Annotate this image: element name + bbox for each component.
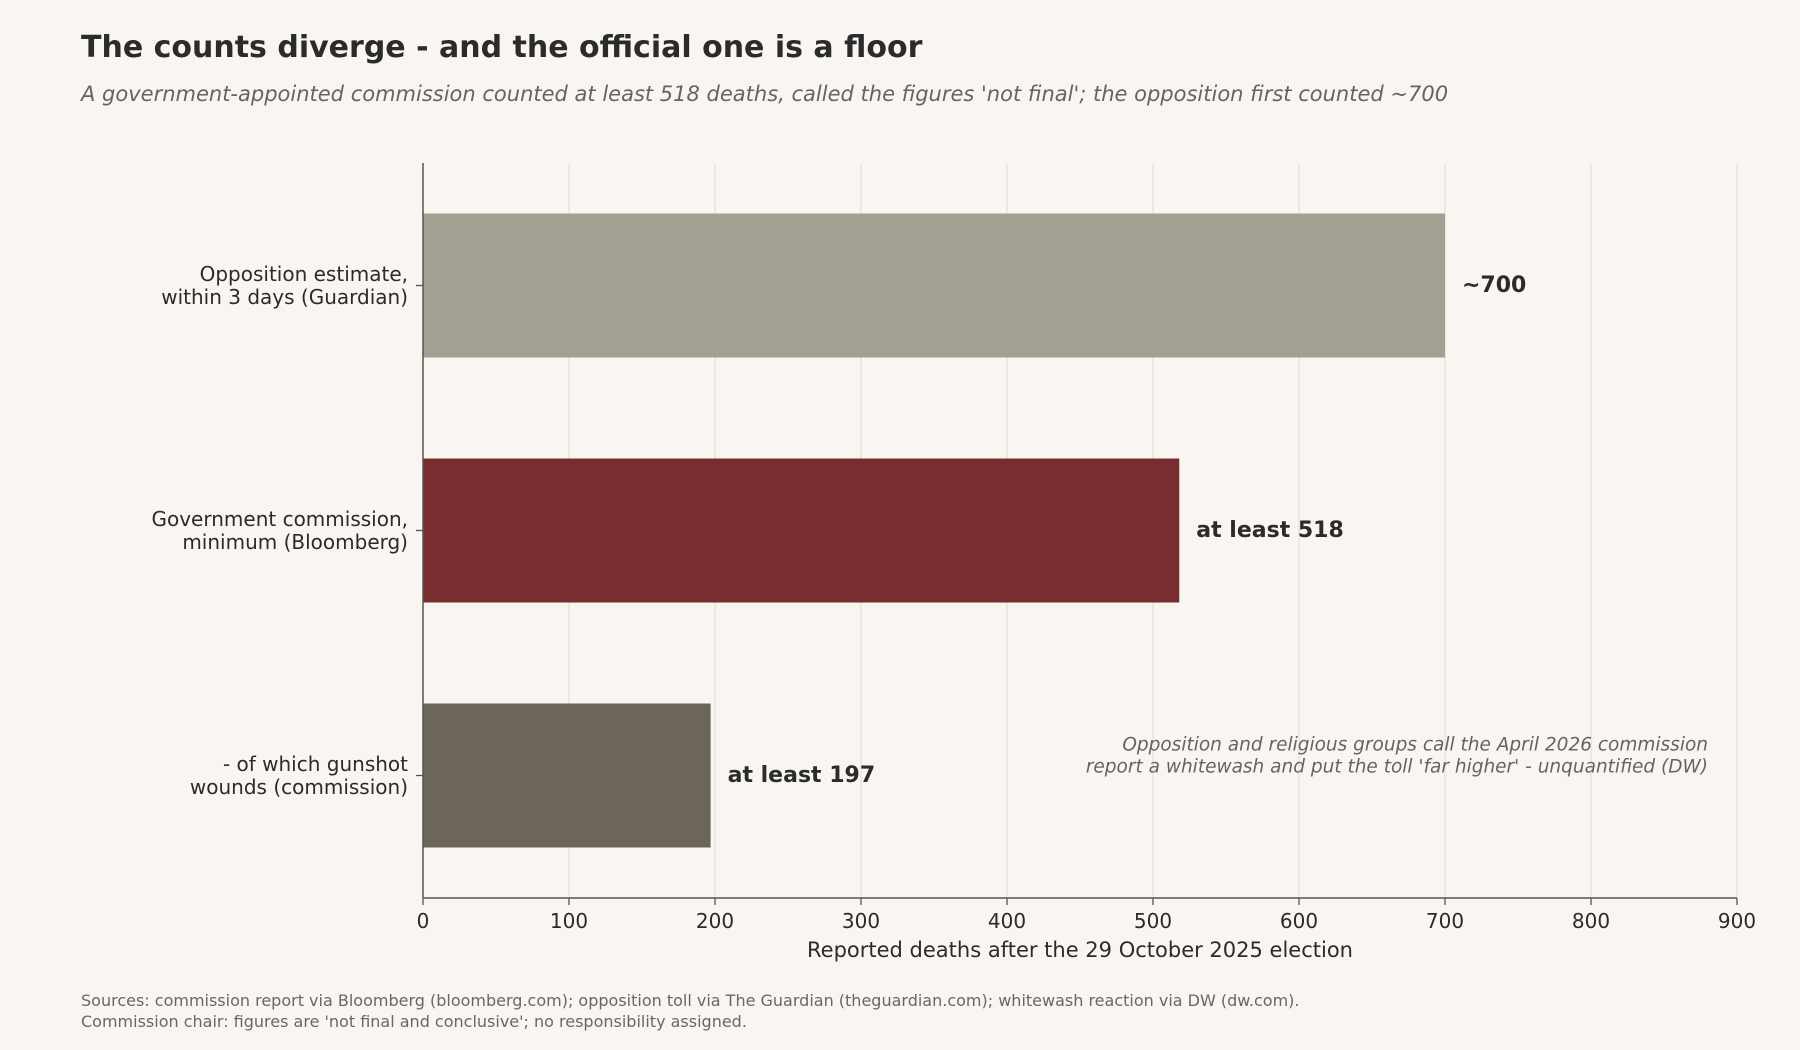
x-axis-title: Reported deaths after the 29 October 202… xyxy=(807,938,1353,962)
labels: ~700 Opposition estimate,within 3 days (G… xyxy=(151,262,1756,962)
axes xyxy=(416,163,1738,905)
category-label: minimum (Bloomberg) xyxy=(182,530,408,554)
bar-value-label: at least 518 xyxy=(1196,518,1344,543)
x-tick-label: 0 xyxy=(417,909,430,933)
category-label: Opposition estimate, xyxy=(200,262,408,286)
x-tick-label: 900 xyxy=(1718,909,1756,933)
bar xyxy=(423,213,1445,358)
sources-note: Sources: commission report via Bloomberg… xyxy=(81,990,1300,1032)
x-tick-label: 100 xyxy=(550,909,588,933)
chart-title: The counts diverge - and the official on… xyxy=(81,30,923,65)
annotation-line: Opposition and religious groups call the… xyxy=(1122,735,1708,756)
bar-value-label: ~700 xyxy=(1462,273,1526,298)
category-label: within 3 days (Guardian) xyxy=(161,285,408,309)
x-tick-label: 400 xyxy=(988,909,1026,933)
x-tick-label: 300 xyxy=(842,909,880,933)
bar-value-label: at least 197 xyxy=(728,763,876,788)
category-label: Government commission, xyxy=(151,507,408,531)
bars xyxy=(423,213,1445,848)
bar xyxy=(423,458,1180,603)
category-label: wounds (commission) xyxy=(190,775,408,799)
category-label: - of which gunshot xyxy=(223,752,408,776)
x-tick-label: 600 xyxy=(1280,909,1318,933)
sources-line: Sources: commission report via Bloomberg… xyxy=(81,991,1300,1010)
x-tick-label: 200 xyxy=(696,909,734,933)
bar xyxy=(423,703,711,848)
chart-subtitle: A government-appointed commission counte… xyxy=(81,82,1449,106)
annotation-line: report a whitewash and put the toll 'far… xyxy=(1086,757,1708,778)
x-tick-label: 700 xyxy=(1426,909,1464,933)
x-tick-label: 800 xyxy=(1572,909,1610,933)
sources-line: Commission chair: figures are 'not final… xyxy=(81,1012,747,1031)
x-tick-label: 500 xyxy=(1134,909,1172,933)
